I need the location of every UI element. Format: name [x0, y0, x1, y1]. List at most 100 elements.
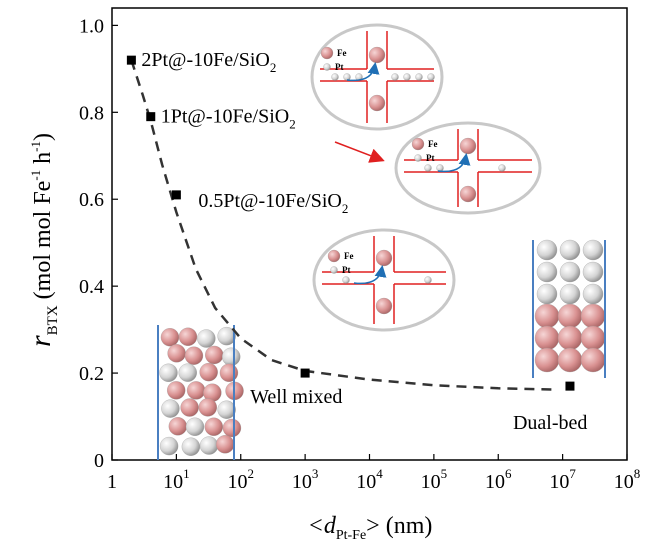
inset-label: Fe	[337, 48, 347, 58]
text-part: 0.6	[79, 189, 104, 211]
pt-sphere	[559, 283, 581, 305]
pt-sphere	[159, 363, 178, 382]
x-tick-label: 1	[107, 471, 117, 493]
text-part: 6	[505, 466, 512, 481]
fe-sphere	[186, 381, 206, 400]
pt-sphere	[427, 73, 435, 81]
pt-sphere	[331, 73, 339, 81]
fe-sphere	[205, 345, 224, 365]
fe-sphere	[534, 325, 560, 351]
data-point	[565, 381, 575, 391]
pt-sphere	[536, 261, 558, 283]
text-part: 10	[356, 471, 376, 493]
text-part: 1	[107, 471, 117, 493]
pt-sphere	[343, 73, 351, 81]
pt-sphere	[415, 73, 423, 81]
fe-sphere	[368, 94, 386, 112]
fe-sphere	[178, 327, 198, 346]
text-part: 10	[292, 471, 312, 493]
pt-sphere	[185, 417, 205, 436]
pt-sphere	[498, 164, 506, 172]
fe-sphere	[199, 362, 218, 382]
text-part: 0.4	[79, 276, 104, 298]
text-part: (mol mol Fe	[30, 181, 56, 306]
text-part: 2	[270, 60, 277, 75]
data-point	[300, 368, 310, 378]
pt-sphere	[403, 73, 411, 81]
y-axis-label: rBTX (mol mol Fe-1 h-1)	[24, 133, 61, 347]
point-label: Well mixed	[250, 386, 342, 408]
text-part: 4	[376, 466, 383, 481]
text-part: 0.5Pt@-10Fe/SiO	[198, 190, 341, 212]
text-part: 2	[342, 201, 349, 216]
point-label: 2Pt@-10Fe/SiO2	[141, 49, 276, 75]
pt-sphere	[323, 63, 331, 71]
x-tick-label: 104	[356, 466, 383, 493]
point-label: 1Pt@-10Fe/SiO2	[161, 106, 296, 132]
text-part: 1	[183, 466, 190, 481]
x-axis-label: <dPt-Fe> (nm)	[308, 513, 433, 543]
fe-sphere	[167, 344, 186, 363]
data-point	[146, 112, 156, 122]
fe-sphere	[534, 347, 560, 373]
diffusion-arrow	[346, 62, 380, 82]
pt-sphere	[414, 154, 422, 162]
pt-sphere	[582, 239, 604, 261]
text-part: -1	[28, 141, 43, 152]
y-tick-label: 0.4	[79, 276, 104, 298]
fe-sphere	[459, 185, 477, 203]
pt-sphere	[197, 329, 216, 348]
text-part: 1.0	[79, 15, 104, 37]
pt-sphere	[161, 399, 180, 418]
text-part: Fe	[428, 139, 438, 149]
inset-label: Pt	[335, 62, 344, 72]
fe-sphere	[204, 417, 223, 436]
fe-sphere	[167, 381, 186, 400]
fe-sphere	[580, 325, 606, 351]
text-part: 1Pt@-10Fe/SiO	[161, 106, 289, 128]
inset-ellipse	[394, 121, 542, 215]
inset-ellipse	[310, 23, 444, 131]
x-tick-label: 102	[228, 466, 255, 493]
pt-sphere	[217, 400, 236, 419]
pt-sphere	[536, 239, 558, 261]
text-part: 0	[94, 450, 104, 472]
x-tick-label: 105	[421, 466, 448, 493]
fe-sphere	[375, 249, 393, 267]
text-part: Pt	[342, 265, 351, 275]
text-part: <d	[308, 513, 337, 539]
y-tick-label: 0.6	[79, 189, 104, 211]
data-point	[171, 190, 181, 200]
text-part: Fe	[337, 48, 347, 58]
y-tick-label: 1.0	[79, 15, 104, 37]
pt-sphere	[391, 73, 399, 81]
y-tick-label: 0.2	[79, 363, 104, 385]
pt-sphere	[424, 164, 432, 172]
fe-sphere	[557, 303, 583, 329]
fe-sphere	[320, 46, 334, 60]
text-part: Well mixed	[250, 386, 342, 408]
pt-sphere	[436, 164, 444, 172]
text-part: 10	[614, 471, 634, 493]
fe-sphere	[368, 46, 386, 64]
text-part: 2	[289, 117, 296, 132]
fe-sphere	[184, 346, 204, 365]
pt-sphere	[199, 436, 219, 455]
inset-ellipse	[312, 228, 456, 332]
fe-sphere	[215, 435, 235, 454]
y-tick-label: 0	[94, 450, 104, 472]
pt-sphere	[582, 261, 604, 283]
x-tick-label: 107	[549, 466, 576, 493]
fe-sphere	[534, 303, 560, 329]
pointer-arrow	[334, 141, 385, 163]
x-tick-label: 101	[163, 466, 190, 493]
fe-sphere	[375, 297, 393, 315]
fe-sphere	[459, 137, 477, 155]
text-part: 10	[163, 471, 183, 493]
text-part: 10	[421, 471, 441, 493]
pore-inset: Fe Pt	[394, 121, 542, 215]
point-label: Dual-bed	[513, 412, 587, 434]
mixed-bed	[157, 325, 244, 460]
text-part: Pt	[335, 62, 344, 72]
